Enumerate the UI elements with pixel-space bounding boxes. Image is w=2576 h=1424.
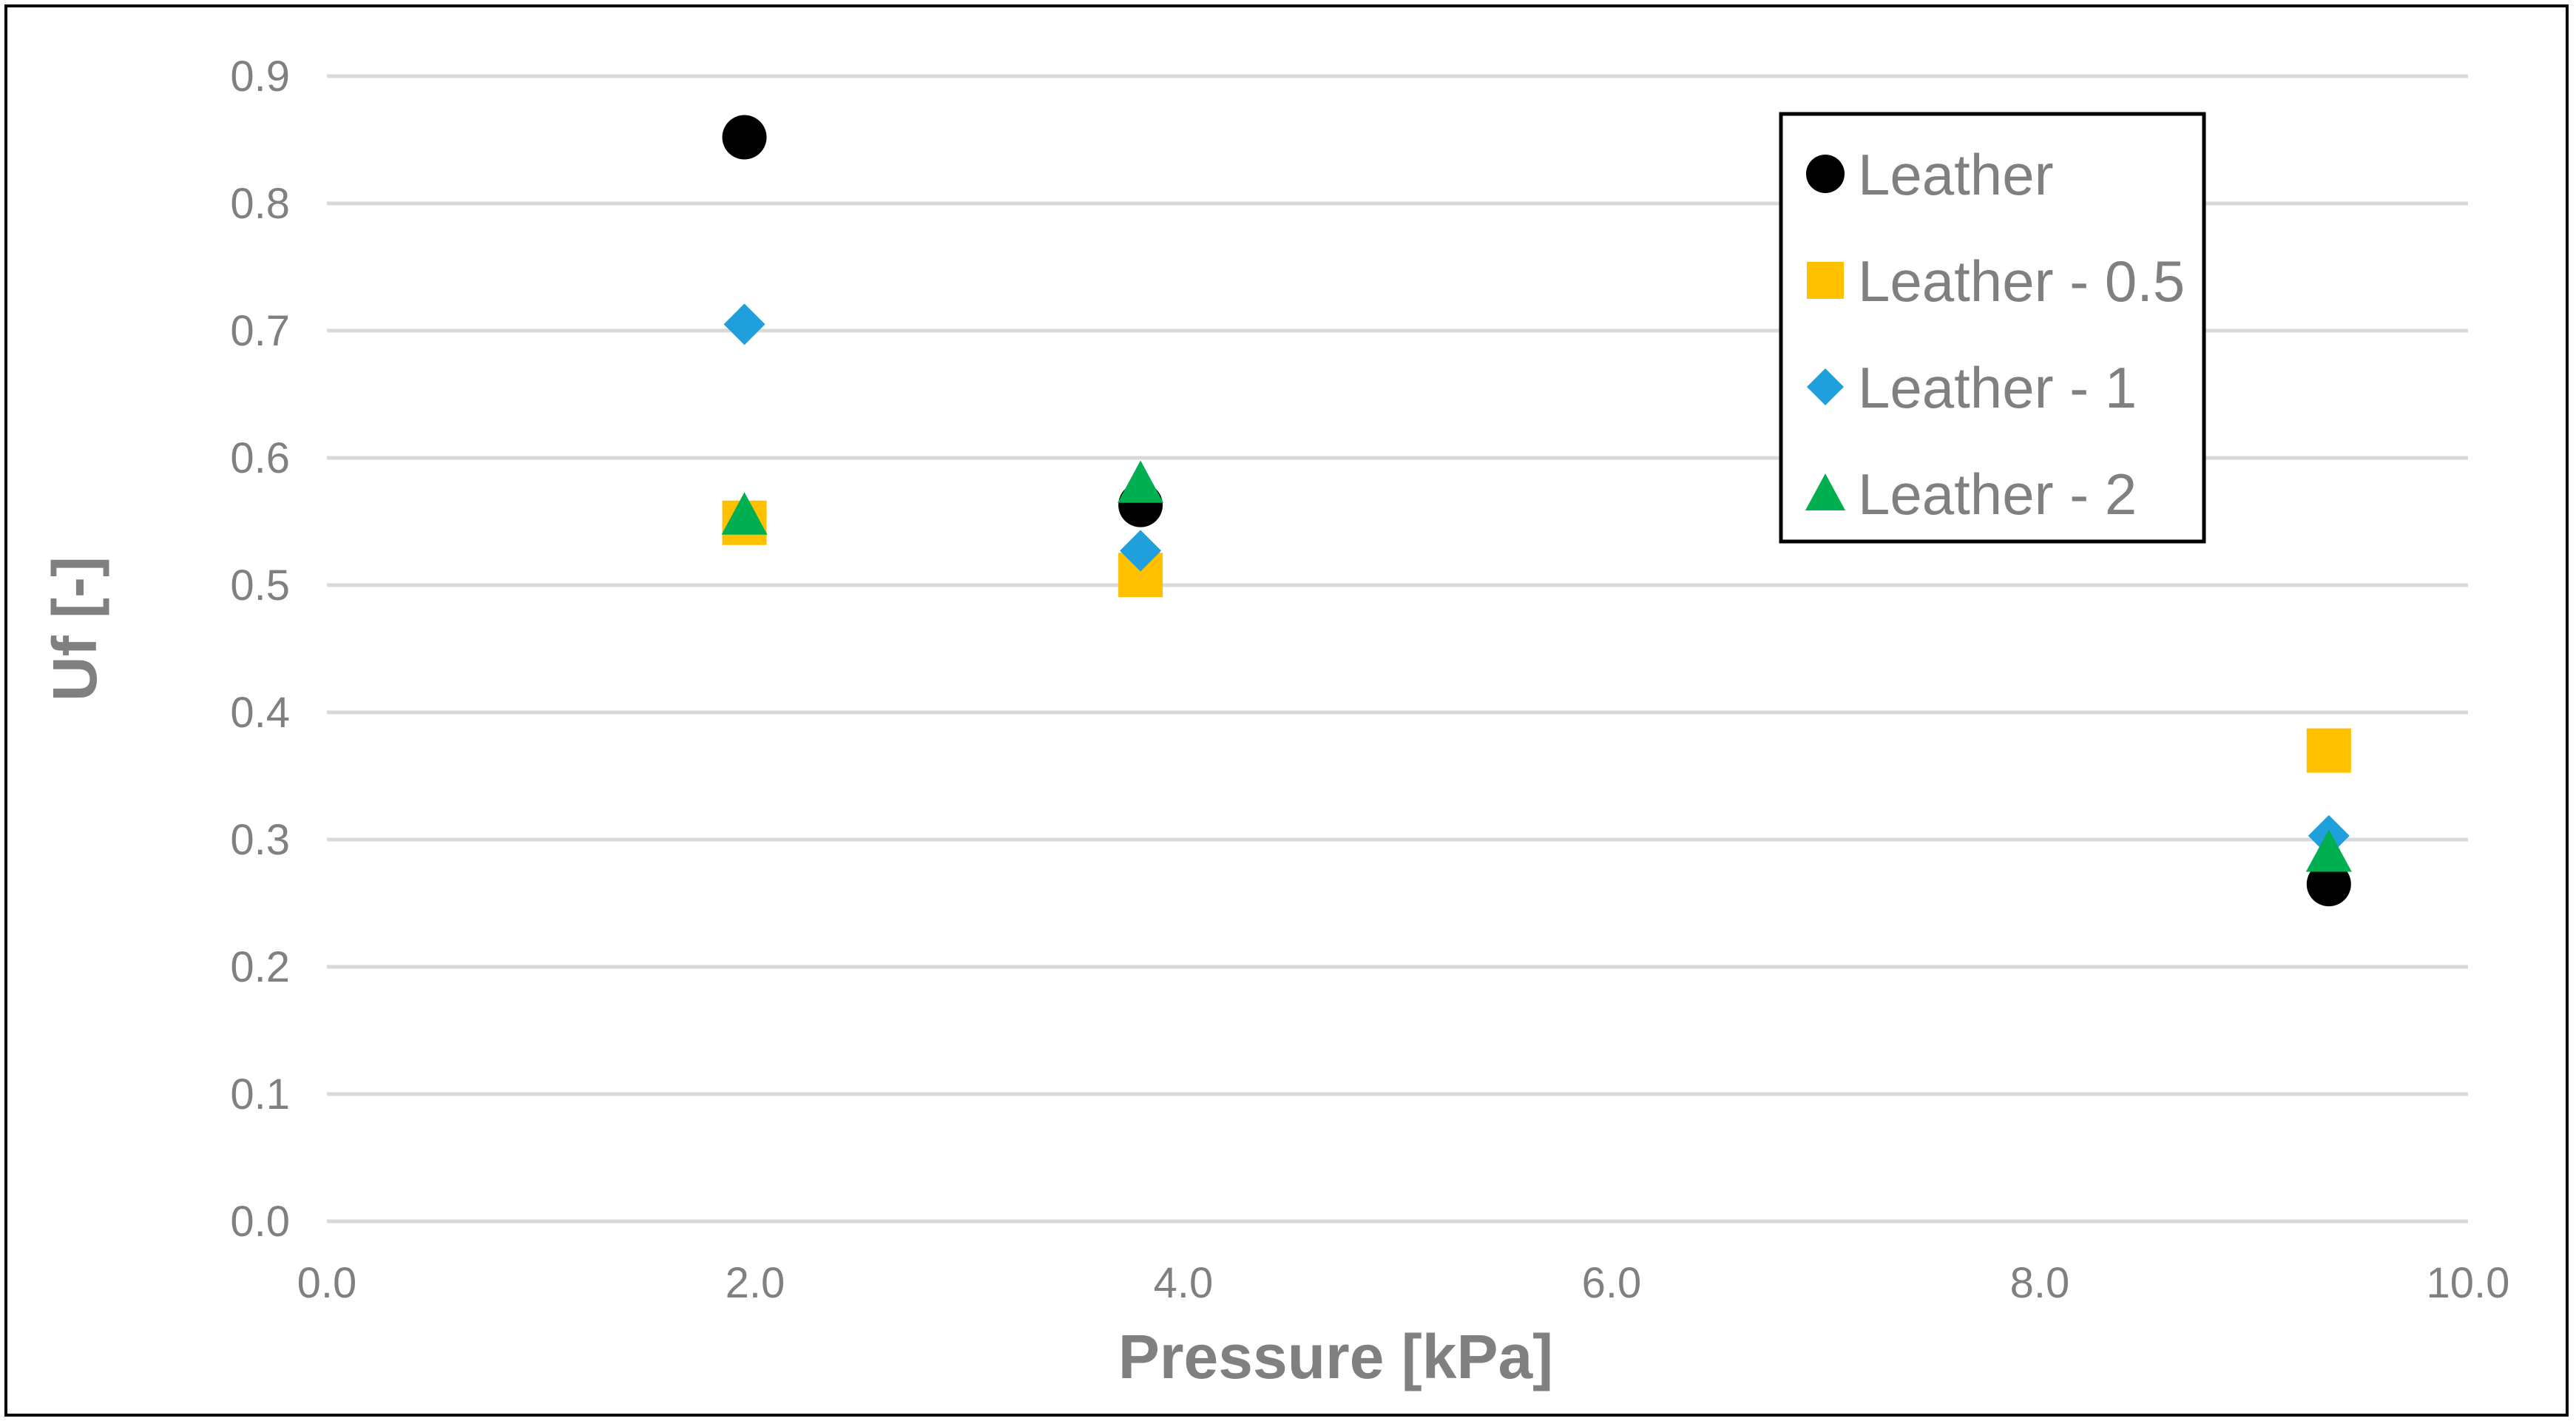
x-axis-title: Pressure [kPa]	[1118, 1322, 1553, 1391]
y-tick-label: 0.4	[230, 689, 290, 737]
y-tick-label: 0.8	[230, 180, 290, 228]
legend-label: Leather - 2	[1858, 462, 2137, 527]
data-point-leather-1	[723, 303, 765, 345]
x-tick-label: 0.0	[297, 1259, 357, 1307]
data-points	[721, 115, 2352, 907]
legend-label: Leather - 1	[1858, 355, 2137, 420]
x-tick-label: 10.0	[2427, 1259, 2510, 1307]
y-tick-label: 0.0	[230, 1198, 290, 1246]
data-point-leather-1	[1120, 530, 1162, 572]
data-point-leather	[722, 115, 767, 160]
legend-box	[1779, 112, 2206, 544]
y-tick-label: 0.5	[230, 561, 290, 610]
data-point-leather-2	[721, 492, 768, 535]
y-tick-label: 0.3	[230, 816, 290, 864]
data-point-leather	[2306, 862, 2351, 907]
x-tick-label: 6.0	[1582, 1259, 1642, 1307]
legend-marker	[1805, 473, 1845, 510]
legend-marker	[1806, 155, 1845, 193]
legend-items: Leather Leather - 0.5 Leather - 1 Leather -…	[1805, 142, 2185, 527]
data-point-leather-2	[1118, 460, 1164, 503]
legend-marker	[1807, 262, 1844, 299]
y-tick-label: 0.7	[230, 307, 290, 355]
legend-marker	[1807, 368, 1844, 405]
x-tick-label: 2.0	[726, 1259, 785, 1307]
scatter-chart: 0.0 0.1 0.2 0.3 0.4 0.5 0.6 0.7 0.8 0.9 0.0 2.0 4.0 6…	[40, 53, 2509, 1391]
y-tick-label: 0.6	[230, 434, 290, 482]
legend-label: Leather	[1858, 142, 2054, 207]
legend: Leather Leather - 0.5 Leather - 1 Leather -…	[1779, 112, 2206, 544]
legend-label: Leather - 0.5	[1858, 249, 2185, 314]
x-tick-label: 8.0	[2010, 1259, 2070, 1307]
y-tick-label: 0.9	[230, 53, 290, 101]
x-tick-label: 4.0	[1154, 1259, 1214, 1307]
y-tick-label: 0.1	[230, 1070, 290, 1118]
y-axis-title: Uf [-]	[40, 556, 109, 701]
data-point-leather-2	[2305, 829, 2352, 872]
chart-frame: 0.0 0.1 0.2 0.3 0.4 0.5 0.6 0.7 0.8 0.9 0.0 2.0 4.0 6…	[4, 4, 2569, 1417]
data-point-leather-0-5	[2306, 728, 2351, 773]
tick-labels: 0.0 0.1 0.2 0.3 0.4 0.5 0.6 0.7 0.8 0.9 0.0 2.0 4.0 6…	[230, 53, 2509, 1307]
gridlines	[327, 74, 2468, 1224]
y-tick-label: 0.2	[230, 943, 290, 991]
